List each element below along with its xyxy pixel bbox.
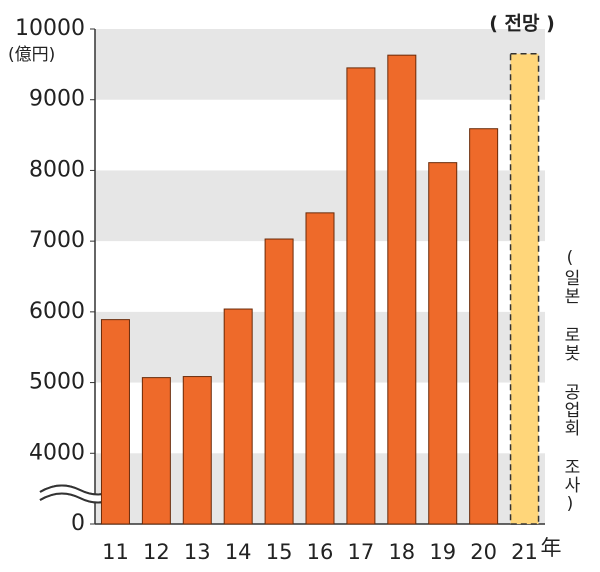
x-tick-label: 17 bbox=[348, 540, 375, 564]
x-tick-label: 21 bbox=[511, 540, 538, 564]
y-tick-label: 10000 bbox=[15, 16, 85, 41]
axis-break-fill bbox=[40, 485, 120, 502]
x-tick-label: 15 bbox=[266, 540, 293, 564]
bar bbox=[469, 128, 499, 525]
bar bbox=[182, 376, 212, 525]
unit-label: (億円) bbox=[8, 45, 55, 65]
bar bbox=[387, 54, 417, 525]
bar bbox=[264, 238, 294, 525]
x-tick-label: 11 bbox=[102, 540, 129, 564]
x-tick-label: 14 bbox=[225, 540, 252, 564]
bar bbox=[141, 377, 171, 525]
grid-band bbox=[95, 29, 545, 100]
y-tick-label: 5000 bbox=[29, 370, 85, 395]
bar bbox=[509, 53, 540, 525]
y-tick-label: 7000 bbox=[29, 228, 85, 253]
y-tick-label: 0 bbox=[71, 511, 85, 536]
source-note: (일본 로봇 공업회 조사) bbox=[560, 248, 580, 515]
bar bbox=[100, 319, 130, 525]
bar bbox=[305, 212, 335, 525]
y-tick-label: 8000 bbox=[29, 157, 85, 182]
x-tick-label: 13 bbox=[184, 540, 211, 564]
bar bbox=[223, 308, 253, 525]
y-tick-label: 6000 bbox=[29, 299, 85, 324]
x-tick-label: 19 bbox=[429, 540, 456, 564]
x-tick-label: 16 bbox=[307, 540, 334, 564]
y-tick-label: 4000 bbox=[29, 440, 85, 465]
bar bbox=[346, 67, 376, 525]
y-tick-label: 9000 bbox=[29, 87, 85, 112]
forecast-label: ( 전망 ) bbox=[489, 13, 555, 35]
x-tick-label: 18 bbox=[388, 540, 415, 564]
x-tick-label: 12 bbox=[143, 540, 170, 564]
x-unit: 年 bbox=[541, 536, 562, 560]
x-tick-label: 20 bbox=[470, 540, 497, 564]
bar bbox=[428, 162, 458, 525]
